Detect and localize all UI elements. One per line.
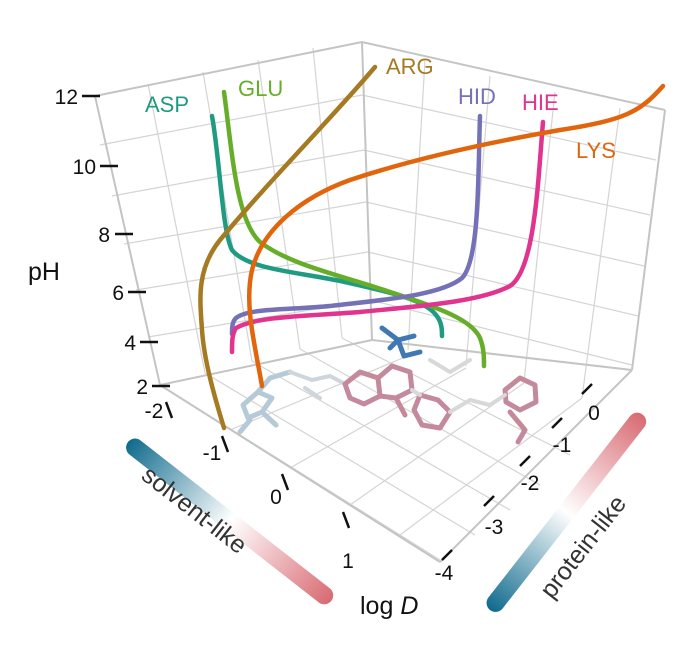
depth-tick: -2 bbox=[521, 472, 540, 495]
depth-tick: 0 bbox=[588, 402, 600, 425]
logd-tick: 0 bbox=[270, 486, 282, 509]
series-label-glu: GLU bbox=[238, 76, 283, 101]
depth-tick: -3 bbox=[485, 516, 504, 539]
logd-tick: 1 bbox=[342, 550, 354, 573]
colorbar-label-solvent-like: solvent-like bbox=[136, 461, 252, 560]
series-label-lys: LYS bbox=[576, 138, 616, 163]
axis-box bbox=[94, 41, 666, 563]
colorbar-solvent-like: solvent-like bbox=[126, 438, 334, 605]
ph-tick: 12 bbox=[55, 86, 78, 109]
series-line-hid bbox=[229, 113, 483, 337]
ph-axis: 12 10 8 6 4 2 pH bbox=[28, 86, 170, 399]
series-line-arg bbox=[198, 64, 378, 431]
series-label-hie: HIE bbox=[522, 90, 559, 115]
ph-tick: 6 bbox=[112, 282, 124, 305]
ph-tick: 4 bbox=[124, 332, 136, 355]
logd-axis: -2 -1 0 1 log D bbox=[145, 400, 419, 620]
series-label-hid: HID bbox=[458, 84, 496, 109]
ph-tick: 10 bbox=[73, 156, 96, 179]
logd-tick: -2 bbox=[145, 400, 164, 423]
molecule-structure bbox=[237, 325, 539, 445]
depth-tick: -4 bbox=[435, 562, 454, 585]
series-label-asp: ASP bbox=[145, 92, 189, 117]
series-line-glu bbox=[221, 89, 487, 369]
series-line-lys bbox=[246, 83, 666, 389]
logd-axis-label: log D bbox=[360, 592, 418, 620]
depth-axis: -4 -3 -2 -1 0 bbox=[435, 383, 600, 585]
ph-axis-label: pH bbox=[28, 258, 60, 286]
series bbox=[198, 64, 666, 431]
ph-tick: 2 bbox=[136, 376, 148, 399]
ph-tick: 8 bbox=[98, 224, 110, 247]
logd-tick: -1 bbox=[203, 442, 222, 465]
series-line-hie bbox=[229, 119, 546, 355]
series-line-asp bbox=[209, 113, 445, 339]
depth-tick: -1 bbox=[553, 434, 572, 457]
series-label-arg: ARG bbox=[386, 54, 434, 79]
